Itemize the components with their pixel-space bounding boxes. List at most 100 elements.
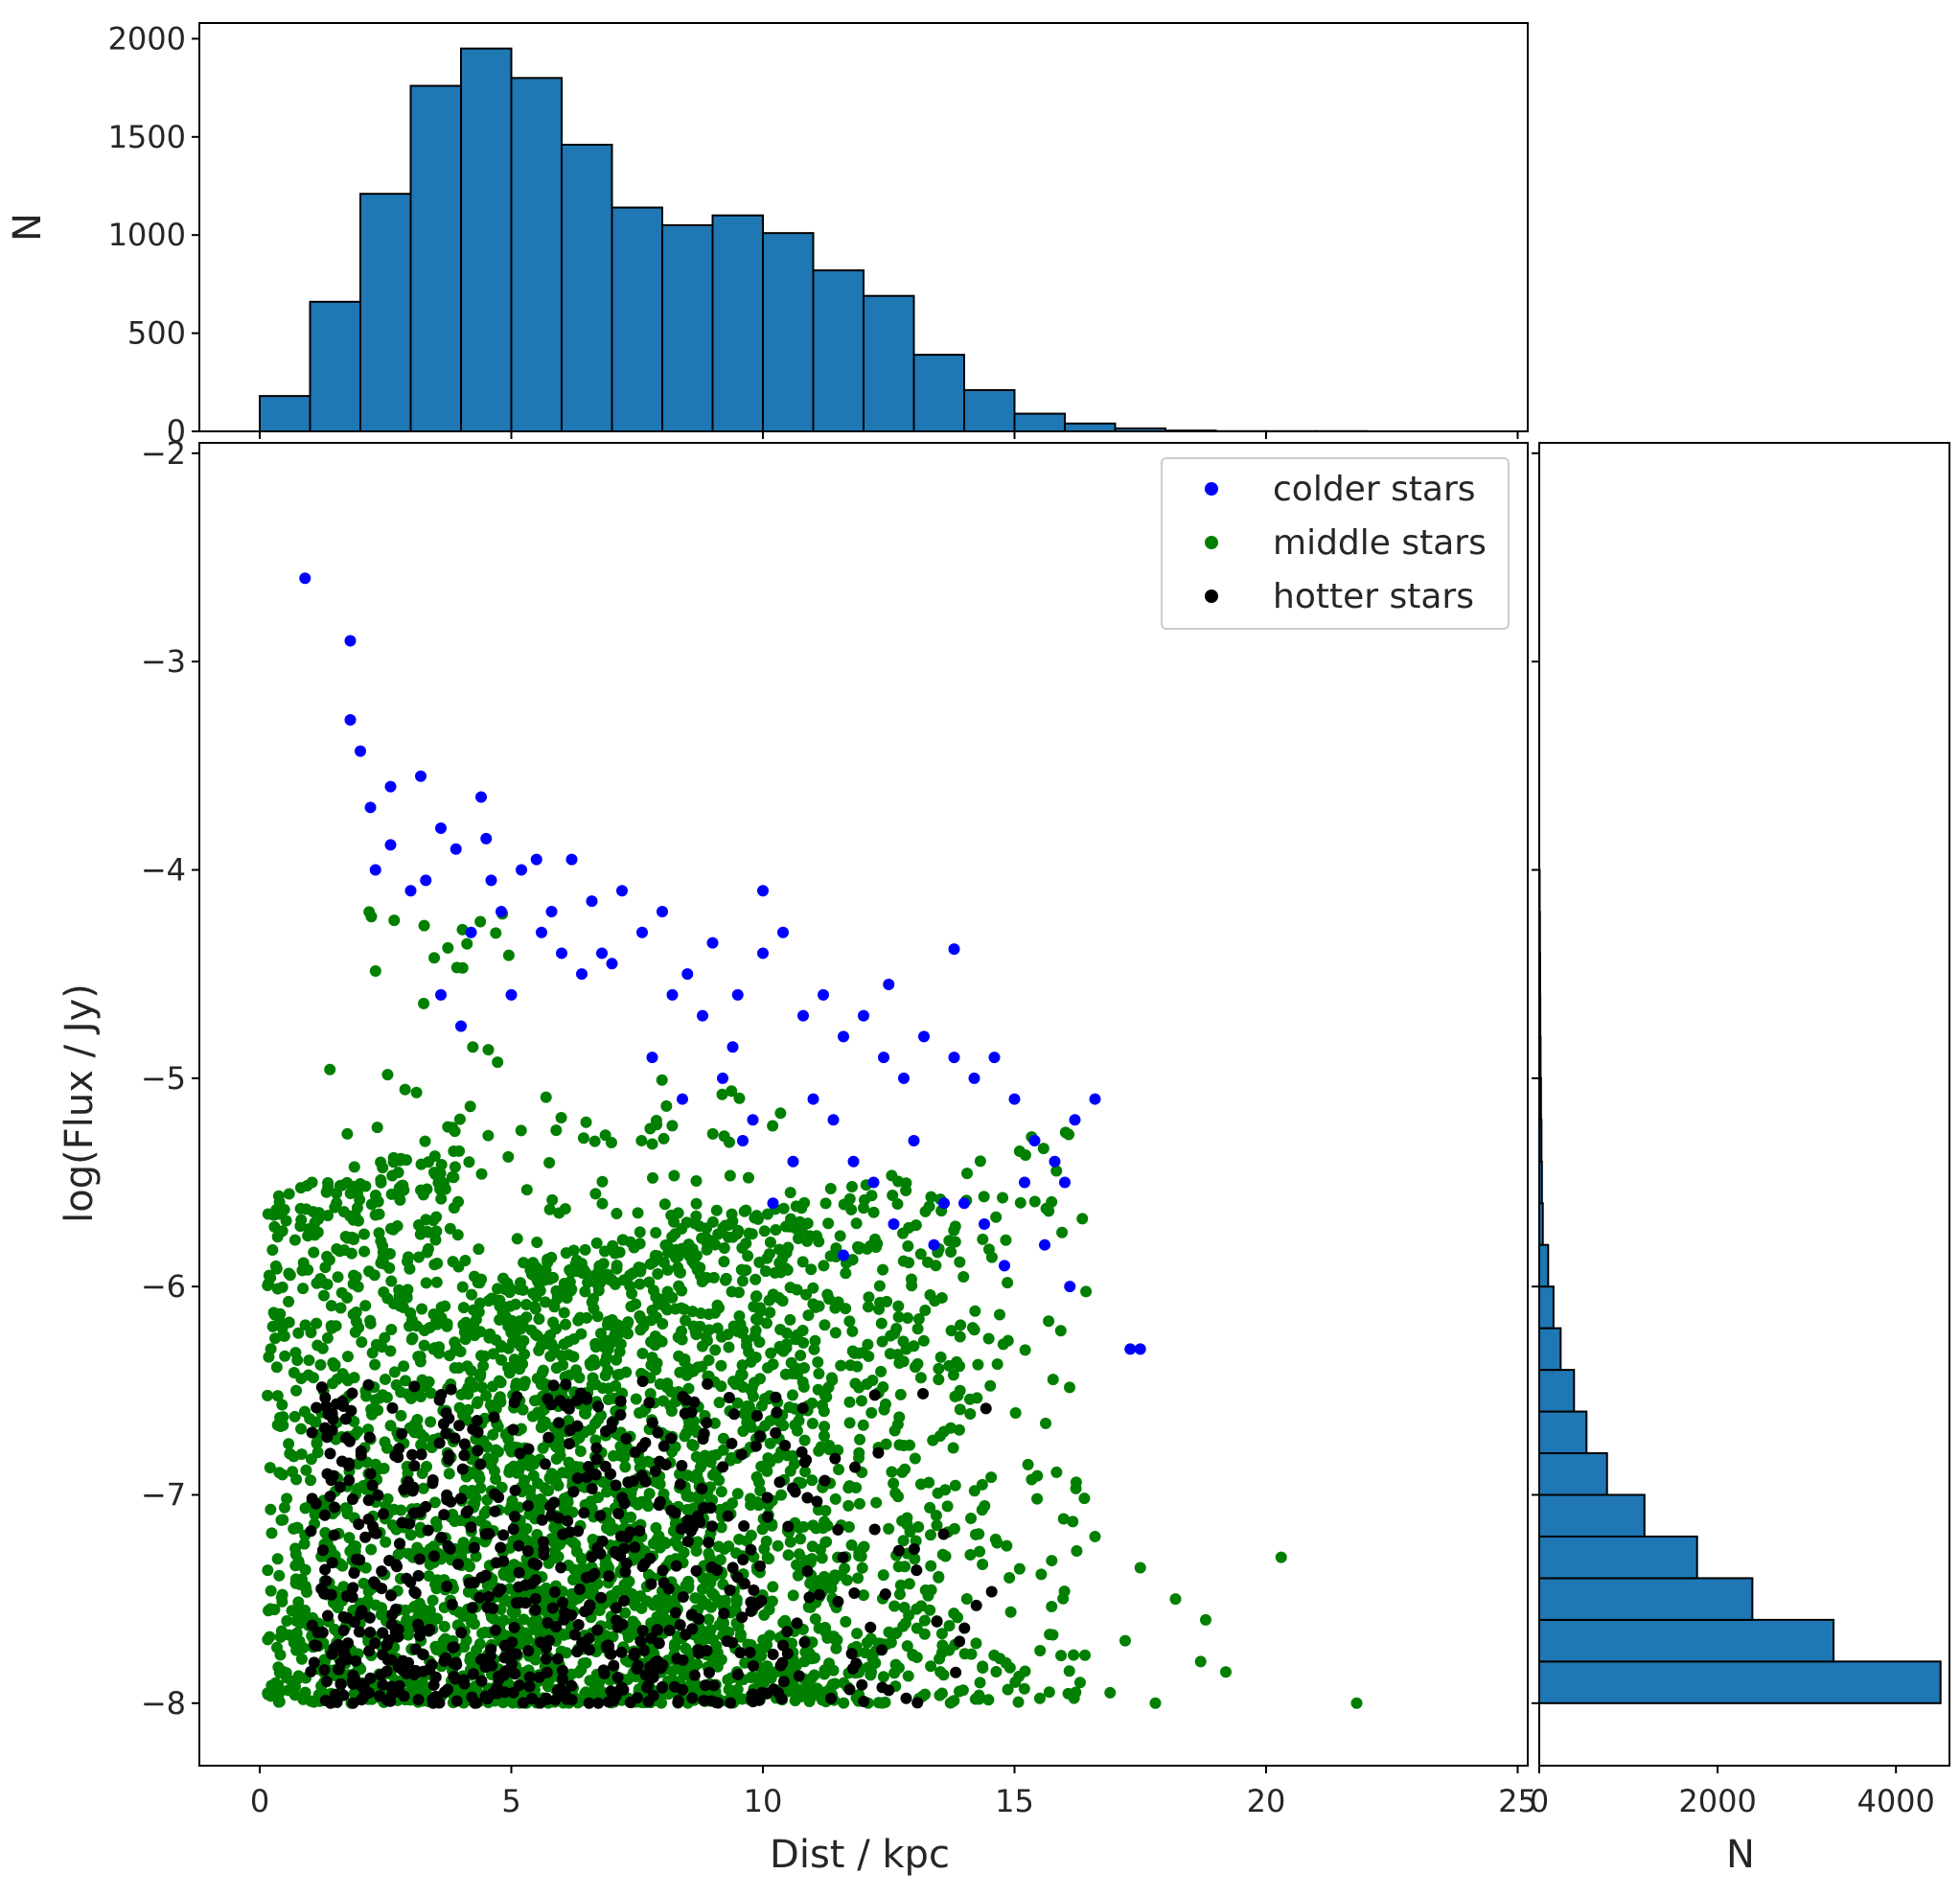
hotter-star-point (843, 1683, 856, 1696)
middle-star-point (262, 1208, 274, 1220)
middle-star-point (266, 1244, 279, 1257)
middle-star-point (964, 1549, 977, 1562)
hotter-star-point (343, 1474, 356, 1487)
hotter-star-point (368, 1576, 380, 1588)
middle-star-point (418, 919, 430, 932)
middle-star-point (314, 1358, 327, 1371)
middle-star-point (759, 1265, 772, 1278)
middle-star-point (511, 1233, 523, 1245)
middle-star-point (723, 1683, 735, 1696)
top-histogram-bar (460, 47, 513, 432)
hotter-star-point (488, 1488, 500, 1500)
middle-star-point (794, 1215, 806, 1228)
middle-star-point (760, 1317, 772, 1330)
middle-star-point (402, 1468, 414, 1480)
middle-star-point (706, 1654, 719, 1666)
hotter-star-point (781, 1626, 794, 1638)
middle-star-point (602, 1382, 614, 1395)
top-histogram-bar (259, 395, 311, 432)
middle-star-point (917, 1334, 930, 1347)
colder-star-point (646, 1052, 658, 1064)
colder-star-point (636, 926, 648, 938)
middle-star-point (674, 1366, 686, 1378)
middle-star-point (589, 1188, 602, 1200)
middle-star-point (569, 1538, 582, 1551)
colder-star-point (435, 988, 447, 1001)
middle-star-point (352, 1425, 364, 1438)
hotter-star-point (777, 1639, 790, 1652)
middle-star-point (865, 1632, 877, 1645)
middle-star-point (395, 1504, 407, 1516)
colder-star-point (938, 1197, 950, 1210)
middle-star-point (682, 1382, 695, 1395)
hotter-star-point (556, 1664, 568, 1677)
middle-star-point (502, 1433, 515, 1446)
middle-star-point (869, 1656, 882, 1669)
middle-star-point (300, 1464, 312, 1476)
hotter-star-point (652, 1655, 664, 1668)
middle-star-point (947, 1369, 959, 1381)
hotter-star-point (782, 1520, 795, 1533)
middle-star-point (272, 1696, 285, 1708)
hotter-star-point (631, 1662, 643, 1675)
middle-star-point (357, 1577, 370, 1589)
middle-star-point (697, 1572, 709, 1585)
colder-star-point (485, 874, 497, 887)
middle-star-point (582, 1276, 594, 1288)
hotter-star-point (980, 1402, 992, 1415)
middle-star-point (954, 1403, 966, 1416)
colder-star-point (979, 1217, 990, 1230)
hotter-star-point (311, 1401, 323, 1414)
hotter-star-point (548, 1496, 561, 1509)
hotter-star-point (571, 1420, 584, 1432)
middle-star-point (736, 1275, 749, 1287)
middle-star-point (784, 1536, 796, 1548)
middle-star-point (943, 1359, 956, 1372)
middle-star-point (597, 1258, 610, 1270)
middle-star-point (717, 1616, 729, 1629)
colder-star-point (797, 1009, 809, 1022)
middle-star-point (886, 1169, 898, 1182)
hotter-star-point (557, 1673, 569, 1685)
hotter-star-point (467, 1423, 479, 1436)
middle-star-point (464, 1100, 476, 1113)
hotter-star-point (773, 1476, 786, 1489)
hotter-star-point (574, 1387, 587, 1400)
middle-star-point (1068, 1649, 1080, 1661)
middle-star-point (1009, 1407, 1022, 1420)
hotter-star-point (665, 1432, 678, 1445)
middle-star-point (533, 1312, 545, 1325)
hotter-star-point (614, 1408, 627, 1421)
middle-star-point (492, 1056, 504, 1069)
hotter-star-point (677, 1683, 689, 1696)
middle-star-point (708, 1307, 721, 1319)
hotter-star-point (803, 1591, 816, 1604)
right-histogram-bar (1538, 1160, 1543, 1205)
middle-star-point (707, 1271, 720, 1284)
middle-star-point (767, 1120, 779, 1132)
colder-star-point (1059, 1176, 1071, 1189)
hotter-star-point (451, 1558, 464, 1570)
hotter-star-point (779, 1439, 792, 1451)
middle-star-point (911, 1323, 924, 1335)
colder-star-point (717, 1072, 728, 1084)
middle-star-point (438, 1620, 450, 1632)
hotter-star-point (372, 1489, 384, 1501)
middle-star-point (709, 1238, 722, 1251)
middle-star-point (745, 1671, 757, 1683)
middle-star-point (589, 1417, 602, 1429)
scatter-x-tick-label: 0 (250, 1783, 269, 1819)
middle-star-point (527, 1469, 540, 1482)
middle-star-point (341, 1127, 354, 1140)
middle-star-point (918, 1628, 931, 1640)
middle-star-point (731, 1488, 744, 1500)
hotter-star-point (342, 1459, 355, 1471)
middle-star-point (1002, 1277, 1014, 1289)
middle-star-point (1002, 1683, 1014, 1696)
hotter-star-point (620, 1432, 633, 1445)
right-histogram-bar (1538, 1535, 1698, 1580)
hotter-star-point (490, 1557, 502, 1569)
middle-star-point (421, 1246, 433, 1259)
hotter-star-point (333, 1663, 345, 1676)
colder-star-point (576, 968, 588, 981)
